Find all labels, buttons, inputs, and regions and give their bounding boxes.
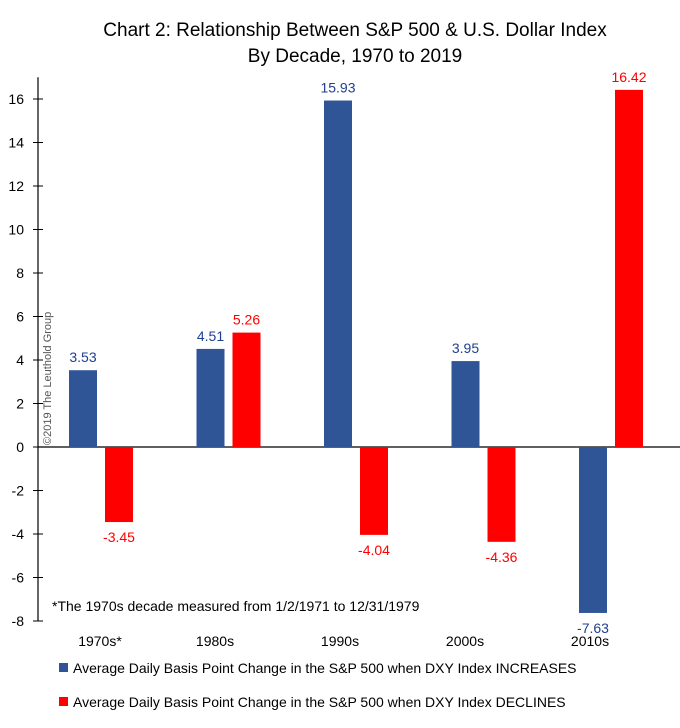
data-label: -4.04	[358, 542, 390, 558]
data-label: -7.63	[577, 620, 609, 636]
x-tick-label: 1970s*	[78, 633, 122, 649]
bar-increases-2010s	[579, 447, 607, 613]
data-label: 4.51	[197, 328, 224, 344]
y-tick-label: 4	[16, 352, 24, 368]
bar-declines-2010s	[615, 89, 643, 448]
data-label: 5.26	[233, 312, 260, 328]
y-tick-label: 14	[8, 135, 24, 151]
y-tick-label: -6	[12, 570, 25, 586]
x-tick-label: 1990s	[321, 633, 359, 649]
x-tick-label: 1980s	[196, 633, 234, 649]
chart-subtitle: By Decade, 1970 to 2019	[248, 46, 462, 67]
y-tick-label: -4	[12, 526, 25, 542]
x-tick-label: 2010s	[571, 633, 609, 649]
y-tick-label: 16	[8, 91, 24, 107]
y-tick-label: 2	[16, 396, 24, 412]
y-tick-label: -8	[12, 613, 25, 629]
legend-swatch	[59, 697, 68, 706]
watermark: ©2019 The Leuthold Group	[42, 312, 54, 445]
legend-label: Average Daily Basis Point Change in the …	[73, 660, 577, 676]
bar-declines-2000s	[487, 447, 516, 542]
data-label: 3.95	[452, 340, 479, 356]
bar-declines-1980s	[232, 332, 261, 447]
y-tick-label: 0	[16, 439, 24, 455]
bar-increases-2000s	[451, 361, 480, 447]
y-tick-label: 8	[16, 265, 24, 281]
y-tick-label: -2	[12, 483, 25, 499]
bar-increases-1970s	[69, 370, 97, 447]
bar-declines-1990s	[360, 447, 388, 535]
data-label: 16.42	[611, 69, 646, 85]
data-label: -4.36	[486, 549, 518, 565]
x-tick-label: 2000s	[446, 633, 484, 649]
footnote: *The 1970s decade measured from 1/2/1971…	[52, 598, 420, 614]
y-tick-label: 12	[8, 178, 24, 194]
legend-label: Average Daily Basis Point Change in the …	[73, 694, 566, 710]
bar-declines-1970s	[105, 447, 133, 523]
y-tick-label: 10	[8, 222, 24, 238]
legend-swatch	[59, 663, 68, 672]
y-tick-label: 6	[16, 309, 24, 325]
bar-increases-1990s	[324, 100, 352, 448]
bar-increases-1980s	[196, 348, 225, 447]
data-label: -3.45	[103, 529, 135, 545]
data-label: 3.53	[69, 349, 96, 365]
chart-title: Chart 2: Relationship Between S&P 500 & …	[103, 20, 607, 41]
data-label: 15.93	[320, 80, 355, 96]
